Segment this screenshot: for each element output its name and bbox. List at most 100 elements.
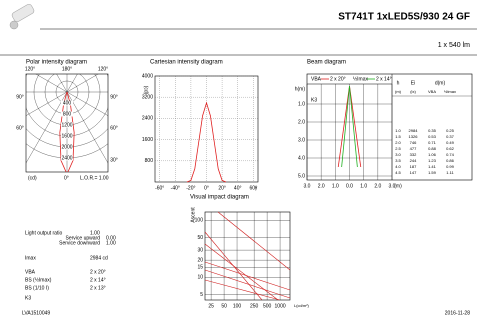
x-label: γ: [255, 185, 258, 191]
x-tick-label: 2.0: [374, 183, 381, 189]
y-tick-label: 50: [197, 235, 203, 241]
spec-value: 2 x 13°: [90, 285, 106, 291]
spec-label: Imax: [25, 255, 36, 261]
ring-label: 1600: [61, 133, 72, 139]
ring-label: 2000: [61, 144, 72, 150]
polar-spoke: [26, 91, 68, 164]
x-tick-label: 100: [233, 303, 242, 309]
x-tick-label: -20°: [186, 185, 195, 191]
table-cell: 746: [410, 140, 417, 145]
ring-label: 2400: [61, 155, 72, 161]
y-tick-label: 30: [197, 247, 203, 253]
ring-label: 800: [63, 111, 72, 117]
y-tick-label: 5: [200, 292, 203, 298]
spec-label: Service upward: [66, 235, 101, 241]
table-cell: 477: [410, 146, 417, 151]
intensity-curve: [186, 101, 227, 183]
visual-frame: [204, 211, 291, 301]
class-label: K3: [311, 97, 317, 103]
table-header: Ei: [411, 80, 415, 86]
x-tick-label: 25: [208, 303, 214, 309]
table-cell: 0.71: [428, 140, 437, 145]
spec-value: 1.00: [106, 240, 116, 246]
angle-label: 60°: [110, 125, 118, 131]
x-tick-label: 40°: [234, 185, 242, 191]
table-cell: 1.23: [428, 158, 437, 163]
title: ST741T 1xLED5S/930 24 GF: [338, 12, 470, 23]
table-cell: 4.0: [395, 164, 401, 169]
spec-label: Service downward: [59, 240, 100, 246]
flux: 1 x 540 lm: [438, 42, 470, 49]
ring-label-bg: [61, 100, 73, 106]
beam-edge: [349, 85, 362, 168]
legend-name: VBA: [311, 76, 322, 82]
table-cell: 1.59: [428, 170, 437, 175]
angle-label: 90°: [110, 94, 118, 100]
y-tick-label: 3200: [142, 95, 153, 101]
spec-value: 2 x 14°: [90, 277, 106, 283]
polar-zero: 0°: [64, 175, 69, 181]
beam-edge: [341, 85, 350, 168]
table-cell: 187: [410, 164, 417, 169]
x-tick-label: 500: [263, 303, 272, 309]
polar-spoke: [26, 91, 68, 116]
x-tick-label: 250: [250, 303, 259, 309]
y-label: Ascent: [190, 207, 196, 223]
table-cell: 0.35: [428, 128, 437, 133]
table-cell: 2.5: [395, 146, 401, 151]
table-subheader: (lx): [410, 89, 416, 94]
ring-label-bg: [61, 133, 73, 139]
y-tick-label: 1600: [142, 137, 153, 143]
y-tick-label: 2.0: [298, 119, 305, 125]
glare-limit: [217, 211, 291, 271]
y-tick-label: 1.0: [298, 101, 305, 107]
cartesian-title: Cartesian intensity diagram: [150, 60, 223, 66]
x-tick-label: 20°: [218, 185, 226, 191]
glare-limit: [204, 269, 291, 299]
polar-title: Polar intensity diagram: [26, 60, 87, 66]
angle-label: 60°: [16, 125, 24, 131]
table-cell: 1.5: [395, 134, 401, 139]
table-cell: 1.41: [428, 164, 437, 169]
table-cell: 1.06: [428, 152, 437, 157]
ring-label-bg: [61, 122, 73, 128]
y-tick-label: 3.0: [298, 137, 305, 143]
table-cell: 0.62: [446, 146, 455, 151]
table-cell: 147: [410, 170, 417, 175]
spec-value: 1.00: [90, 230, 100, 236]
ring-label-bg: [61, 111, 73, 117]
polar-spoke: [66, 91, 108, 164]
table-cell: 0.49: [446, 140, 455, 145]
product-image: [9, 3, 35, 30]
y-label: h(m): [295, 86, 306, 92]
ring-label: 400: [63, 100, 72, 106]
x-unit: L(cd/m²): [294, 303, 310, 308]
angle-label: 120°: [98, 66, 108, 72]
beam-edge: [337, 85, 350, 168]
y-label: (cd): [143, 86, 149, 95]
table-cell: 2984: [409, 128, 419, 133]
table-header: d(m): [435, 80, 446, 86]
x-tick-label: 3.0: [304, 183, 311, 189]
polar-spoke: [66, 91, 108, 116]
y-tick-label: 5.0: [298, 173, 305, 179]
x-tick-label: 50: [221, 303, 227, 309]
table-cell: 1326: [409, 134, 419, 139]
table-cell: 0.37: [446, 134, 455, 139]
polar-spoke: [56, 74, 68, 93]
beam-edge: [349, 85, 358, 168]
table-cell: 1.0: [395, 128, 401, 133]
glare-limit: [204, 243, 279, 301]
footer-code: LVA1510049: [22, 310, 50, 316]
ring-label-bg: [61, 155, 73, 161]
y-tick-label: 10: [197, 275, 203, 281]
x-tick-label: 1000: [275, 303, 286, 309]
table-cell: 0.99: [446, 164, 455, 169]
angle-label: 180°: [62, 66, 72, 72]
y-tick-label: 100: [195, 218, 204, 224]
table-cell: 0.53: [428, 134, 437, 139]
table-cell: 0.25: [446, 128, 455, 133]
table-cell: 3.0: [395, 152, 401, 157]
x-unit: (m): [394, 183, 402, 189]
polar-lor: L.O.R.= 1.00: [80, 175, 109, 181]
